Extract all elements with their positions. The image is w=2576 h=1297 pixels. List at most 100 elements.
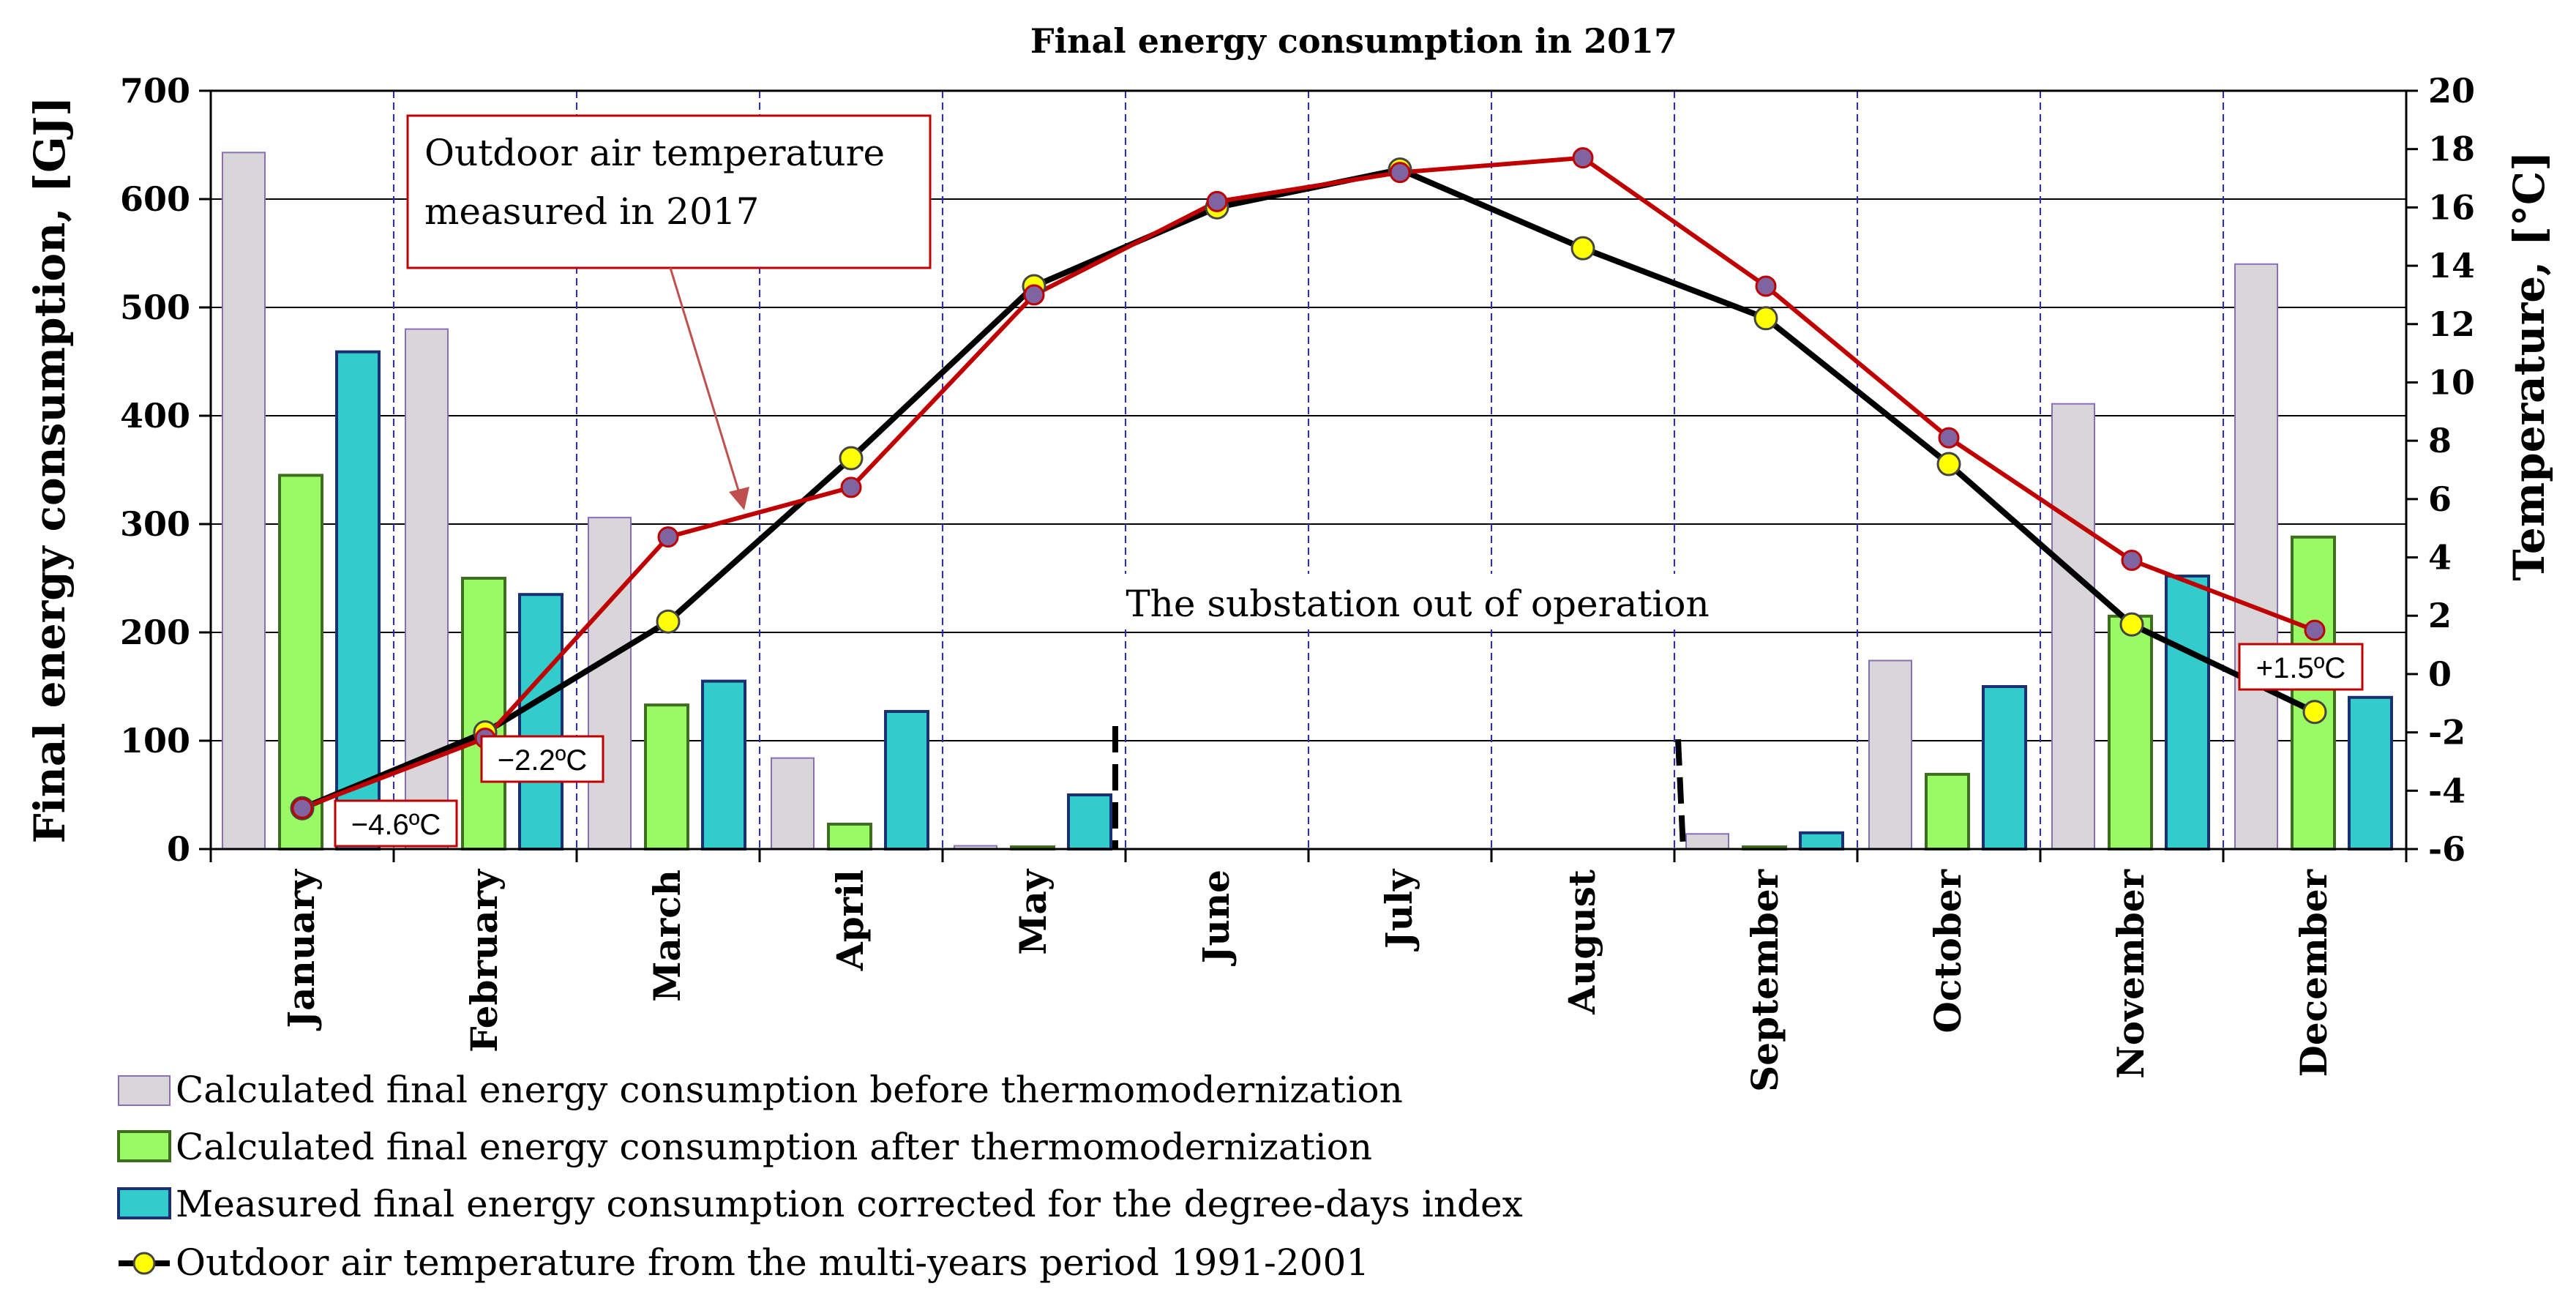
svg-text:+1.5ºC: +1.5ºC <box>2256 652 2345 684</box>
legend-item-multiyear: Outdoor air temperature from the multi-y… <box>119 1241 1369 1284</box>
series-line <box>301 155 2316 811</box>
legend-swatch-measured <box>117 1187 171 1219</box>
left-tick-label: 200 <box>120 613 190 652</box>
month-label: July <box>1377 868 1420 952</box>
point <box>657 526 679 548</box>
bar <box>1982 685 2027 851</box>
right-tick-label: 0 <box>2428 654 2452 694</box>
month-dividers <box>393 91 2224 849</box>
bar <box>701 679 746 851</box>
point <box>1755 275 1777 297</box>
point <box>291 797 313 819</box>
bar <box>644 703 689 851</box>
svg-text:Calculated final energy consum: Calculated final energy consumption afte… <box>176 1126 1372 1168</box>
point <box>1389 162 1411 184</box>
point <box>1938 427 1960 449</box>
point <box>1753 306 1778 331</box>
left-axis-title: Final energy consumption, [GJ] <box>25 96 75 843</box>
svg-text:measured in 2017: measured in 2017 <box>424 190 759 233</box>
svg-text:The substation out of operatio: The substation out of operation <box>1126 583 1709 625</box>
month-label: August <box>1560 870 1603 1015</box>
left-tick-label: 300 <box>120 504 190 544</box>
point <box>1572 147 1594 169</box>
month-label: March <box>645 870 689 1002</box>
month-label: November <box>2109 869 2152 1079</box>
temp-label-february: −2.2ºC <box>480 735 604 783</box>
bar <box>771 757 815 851</box>
bar <box>518 593 564 851</box>
chart-title: Final energy consumption in 2017 <box>1030 21 1677 61</box>
right-tick-label: 12 <box>2428 304 2475 344</box>
bar <box>1925 772 1970 851</box>
legend-item-measured: Measured final energy consumption correc… <box>117 1183 1523 1225</box>
month-label: April <box>828 870 872 971</box>
point <box>1570 236 1595 261</box>
left-axis: 0 100 200 300 400 500 600 700 <box>120 71 211 869</box>
legend-swatch-before <box>118 1075 171 1106</box>
bar <box>884 710 929 851</box>
svg-text:Outdoor air temperature from t: Outdoor air temperature from the multi-y… <box>176 1241 1369 1284</box>
month-label: May <box>1011 868 1055 955</box>
right-axis: -6 -4 -2 0 2 4 6 8 10 12 14 16 18 20 <box>2406 71 2475 869</box>
bar <box>335 350 381 851</box>
point <box>2302 700 2327 725</box>
point <box>2304 619 2326 641</box>
legend-item-after: Calculated final energy consumption afte… <box>117 1126 1372 1168</box>
bar <box>2348 695 2393 851</box>
right-tick-label: 10 <box>2428 362 2475 402</box>
bar <box>1067 793 1112 851</box>
month-label: September <box>1743 869 1786 1091</box>
month-label: January <box>280 868 323 1031</box>
month-label: December <box>2292 869 2335 1077</box>
svg-text:−4.6ºC: −4.6ºC <box>351 809 441 841</box>
bar <box>461 577 506 851</box>
left-tick-label: 600 <box>120 179 190 219</box>
bar <box>2051 403 2095 850</box>
point <box>1206 190 1228 212</box>
bar <box>1868 659 1912 850</box>
legend-marker-multiyear <box>132 1252 156 1275</box>
right-tick-label: -2 <box>2428 713 2465 752</box>
left-tick-label: 700 <box>120 71 190 111</box>
svg-text:−2.2ºC: −2.2ºC <box>498 744 587 777</box>
right-tick-label: 16 <box>2428 187 2475 227</box>
bar <box>2291 535 2336 851</box>
svg-text:Outdoor air temperature: Outdoor air temperature <box>424 132 885 174</box>
right-tick-label: 2 <box>2428 596 2452 635</box>
x-axis: January February March April May June July Augu… <box>209 849 2408 1092</box>
bar <box>2108 614 2153 851</box>
legend-item-before: Calculated final energy consumption befo… <box>118 1069 1403 1111</box>
svg-text:Measured final energy consumpt: Measured final energy consumption correc… <box>176 1183 1523 1225</box>
month-label: October <box>1926 869 1969 1033</box>
left-tick-label: 100 <box>120 721 190 760</box>
right-tick-label: 18 <box>2428 130 2475 169</box>
bar <box>827 822 872 851</box>
point <box>2119 612 2144 637</box>
left-tick-label: 400 <box>120 396 190 436</box>
right-axis-title: Temperature, [°C] <box>2504 151 2554 580</box>
bar <box>1685 833 1729 851</box>
temp-label-january: −4.6ºC <box>334 799 458 848</box>
bars <box>222 152 2393 851</box>
right-tick-label: 6 <box>2428 479 2452 519</box>
month-label: June <box>1194 870 1238 966</box>
left-tick-label: 500 <box>120 288 190 327</box>
month-label: February <box>463 868 506 1053</box>
right-tick-label: 20 <box>2428 71 2475 111</box>
right-tick-label: 4 <box>2428 538 2452 578</box>
legend: Calculated final energy consumption befo… <box>117 1069 1523 1284</box>
bar <box>278 474 323 851</box>
right-tick-label: 14 <box>2428 246 2475 285</box>
temperature-lines <box>290 147 2327 821</box>
svg-text:Calculated final energy consum: Calculated final energy consumption befo… <box>176 1069 1403 1111</box>
annotation-outdoor-measured: Outdoor air temperature measured in 2017 <box>406 114 932 510</box>
bar <box>405 328 449 851</box>
left-tick-label: 0 <box>167 829 190 869</box>
legend-swatch-after <box>117 1130 171 1162</box>
point <box>1023 284 1045 306</box>
out-of-operation-marker-end <box>1675 739 1686 850</box>
bar <box>588 517 632 850</box>
point <box>2121 550 2143 572</box>
right-tick-label: -6 <box>2428 829 2465 869</box>
